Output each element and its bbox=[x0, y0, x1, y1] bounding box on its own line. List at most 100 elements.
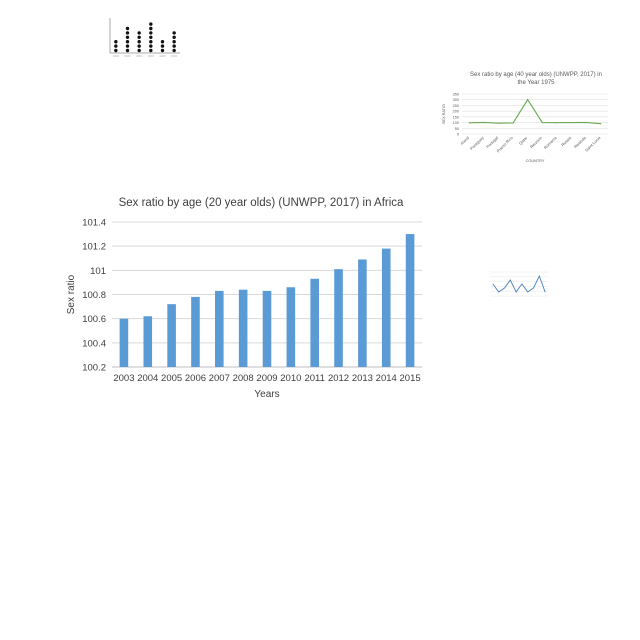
bar bbox=[238, 289, 248, 367]
bar bbox=[119, 318, 129, 367]
y-axis-label: SEX RATIO bbox=[442, 104, 446, 124]
x-tick-label: 2010 bbox=[280, 373, 301, 384]
dot bbox=[160, 40, 165, 44]
dot bbox=[125, 26, 130, 31]
y-tick-label: 100.8 bbox=[82, 290, 106, 301]
dot bbox=[149, 26, 153, 31]
dot bbox=[149, 35, 153, 39]
y-tick-label: 350 bbox=[453, 93, 459, 97]
data-point bbox=[533, 287, 534, 289]
y-tick-label: 100.6 bbox=[82, 314, 106, 325]
bar bbox=[405, 234, 415, 367]
x-tick-label: 2006 bbox=[185, 373, 206, 384]
data-point bbox=[483, 121, 485, 124]
dot bbox=[149, 22, 153, 26]
data-point bbox=[521, 283, 523, 285]
dot bbox=[149, 48, 153, 53]
x-tick-label: 2005 bbox=[161, 373, 182, 384]
x-tick-label: 2012 bbox=[328, 373, 349, 384]
bar-chart-africa: Sex ratio by age (20 year olds) (UNWPP, … bbox=[60, 190, 430, 405]
x-tick-label: Qatar bbox=[518, 135, 529, 146]
dot bbox=[137, 31, 141, 35]
y-tick-label: 100.4 bbox=[82, 338, 106, 349]
dot bbox=[172, 48, 176, 53]
mini-line-chart-svg bbox=[490, 271, 548, 297]
x-tick-label: 2013 bbox=[352, 373, 373, 384]
x-tick-label: 2014 bbox=[376, 373, 397, 384]
dot bbox=[125, 31, 130, 35]
dot bbox=[172, 31, 176, 35]
dot bbox=[149, 40, 153, 44]
y-tick-label: 200 bbox=[453, 110, 459, 114]
chart-title-line1: Sex ratio by age (40 year olds) (UNWPP, … bbox=[470, 72, 602, 78]
bar bbox=[381, 248, 391, 367]
data-point bbox=[527, 291, 529, 293]
y-tick-label: 101.4 bbox=[82, 218, 106, 229]
y-tick-label: 300 bbox=[453, 98, 459, 102]
x-tick-label: 2011 bbox=[304, 373, 324, 384]
y-tick-label: 101 bbox=[90, 266, 106, 277]
data-point bbox=[541, 121, 543, 124]
dot-plot-chart bbox=[104, 12, 184, 62]
y-tick-label: 0 bbox=[457, 133, 459, 137]
data-point bbox=[556, 122, 558, 124]
x-tick-label: Russia bbox=[560, 135, 573, 148]
dot bbox=[149, 44, 153, 48]
x-axis-label: Years bbox=[254, 389, 279, 400]
x-tick-label: Romania bbox=[543, 135, 558, 150]
dot bbox=[125, 35, 130, 39]
bar bbox=[262, 290, 272, 367]
dot-plot-svg bbox=[109, 18, 180, 57]
mini-line-chart bbox=[482, 266, 552, 308]
x-axis-label: COUNTRY bbox=[526, 159, 545, 163]
data-point bbox=[497, 122, 500, 124]
dot bbox=[125, 40, 130, 44]
dot bbox=[172, 44, 176, 48]
dot bbox=[137, 44, 141, 48]
dot bbox=[114, 44, 118, 48]
data-point bbox=[498, 291, 500, 293]
x-tick-label: Saint Lucia bbox=[584, 135, 602, 153]
dot bbox=[172, 40, 176, 44]
y-tick-label: 101.2 bbox=[82, 242, 106, 253]
dot bbox=[125, 44, 130, 48]
dot bbox=[160, 48, 165, 53]
x-tick-label: 2007 bbox=[209, 373, 230, 384]
dot bbox=[172, 35, 176, 39]
bar bbox=[215, 290, 224, 367]
data-point bbox=[570, 121, 573, 124]
line-chart-1975-svg: Sex ratio by age (40 year olds) (UNWPP, … bbox=[442, 72, 608, 163]
data-point bbox=[504, 287, 505, 289]
bar bbox=[358, 259, 367, 367]
dot bbox=[137, 48, 141, 53]
series-line bbox=[469, 98, 601, 125]
data-point bbox=[544, 291, 546, 293]
dot bbox=[114, 40, 118, 44]
y-tick-label: 150 bbox=[453, 115, 459, 119]
dot bbox=[114, 48, 118, 53]
series-line bbox=[492, 274, 546, 293]
data-point bbox=[527, 99, 529, 101]
x-tick-label: Paraguay bbox=[469, 135, 485, 151]
bar bbox=[286, 287, 296, 367]
data-point bbox=[468, 122, 470, 124]
bar bbox=[143, 316, 153, 367]
chart-title-line2: the Year 1975 bbox=[517, 80, 555, 86]
x-tick-label: 2008 bbox=[233, 373, 254, 384]
data-point bbox=[515, 291, 517, 293]
dot bbox=[149, 31, 153, 35]
dot bbox=[137, 35, 141, 39]
line-chart-1975: Sex ratio by age (40 year olds) (UNWPP, … bbox=[438, 68, 614, 168]
x-tick-label: Reunion bbox=[529, 135, 543, 149]
dot bbox=[160, 44, 165, 48]
x-tick-label: 2015 bbox=[400, 373, 421, 384]
bar-chart-africa-svg: Sex ratio by age (20 year olds) (UNWPP, … bbox=[66, 197, 422, 400]
y-tick-label: 50 bbox=[455, 127, 459, 131]
data-point bbox=[509, 279, 511, 281]
dot bbox=[125, 48, 130, 53]
bar bbox=[334, 269, 343, 367]
y-tick-label: 100.2 bbox=[82, 363, 106, 374]
x-tick-label: 2003 bbox=[113, 373, 134, 384]
x-tick-label: 2009 bbox=[256, 373, 277, 384]
x-tick-label: Aland bbox=[459, 135, 470, 146]
